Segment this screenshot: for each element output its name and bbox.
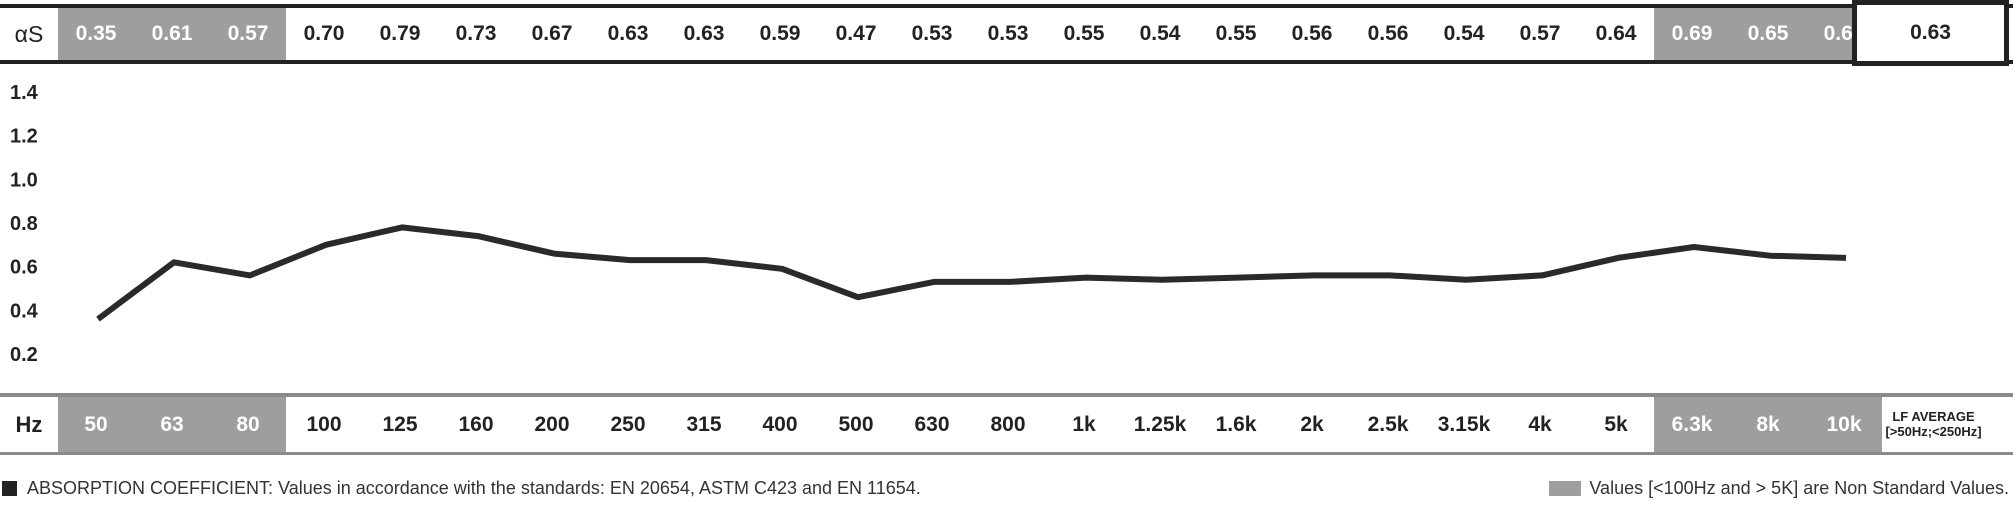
frequency-cell: 630: [914, 412, 950, 436]
absorption-value-cell: 0.53: [911, 22, 953, 45]
absorption-value-cell: 0.53: [987, 22, 1029, 45]
frequency-cell: 63: [134, 397, 210, 452]
frequency-cell: 400: [762, 412, 798, 436]
frequency-cell: 1.6k: [1215, 412, 1257, 436]
absorption-value-cell: 0.70: [303, 22, 345, 45]
dark-square-icon: [2, 481, 17, 496]
lf-average-label: LF AVERAGE [>50Hz;<250Hz]: [1856, 402, 2011, 448]
absorption-line: [96, 224, 1847, 322]
frequency-cell: 8k: [1730, 397, 1806, 452]
frequency-cell: 2.5k: [1367, 412, 1409, 436]
y-tick-label: 1.2: [10, 126, 38, 148]
y-tick-label: 0.4: [10, 300, 39, 322]
absorption-values-row: αS 0.35 0.61 0.57 0.70 0.79 0.73 0.67 0.63 0.63 0…: [0, 4, 2013, 64]
frequency-cell: 4k: [1528, 412, 1552, 436]
absorption-value-cell: 0.67: [531, 22, 573, 45]
y-tick-label: 0.2: [10, 344, 38, 366]
frequency-cell: 3.15k: [1437, 412, 1491, 436]
absorption-value-cell: 0.57: [1519, 22, 1561, 45]
frequency-cell: 80: [210, 397, 286, 452]
frequency-cell: 800: [990, 412, 1026, 436]
absorption-value-cell: 0.56: [1367, 22, 1409, 45]
frequency-cell: 315: [686, 412, 722, 436]
gray-swatch-icon: [1549, 481, 1582, 496]
frequency-cell: 100: [306, 412, 342, 436]
frequency-row: Hz 50 63 80 100 125 160 200 250 315 400 500 630 800 1…: [0, 393, 2013, 455]
absorption-value-cell: 0.55: [1215, 22, 1257, 45]
y-tick-label: 0.8: [10, 213, 38, 235]
frequency-cell: 2k: [1300, 412, 1324, 436]
frequency-values: 50 63 80 100 125 160 200 250 315 400 500 630 800 1k 1.…: [58, 397, 1882, 452]
frequency-cell: 500: [838, 412, 874, 436]
absorption-value-cell: 0.73: [455, 22, 497, 45]
y-tick-label: 0.6: [10, 257, 38, 279]
y-tick-label: 1.0: [10, 169, 38, 191]
frequency-cell: 1k: [1072, 412, 1096, 436]
absorption-value-cell: 0.61: [134, 8, 210, 60]
hz-label: Hz: [15, 411, 43, 437]
absorption-value-cell: 0.55: [1063, 22, 1105, 45]
y-tick-label: 1.4: [10, 82, 39, 104]
frequency-cell: 250: [610, 412, 646, 436]
absorption-value-cell: 0.54: [1443, 22, 1485, 45]
frequency-cell: 5k: [1604, 412, 1628, 436]
absorption-value-cell: 0.59: [759, 22, 801, 45]
frequency-cell: 50: [58, 397, 134, 452]
lf-average-label-line1: LF AVERAGE: [1892, 409, 1975, 425]
frequency-cell: 200: [534, 412, 570, 436]
absorption-value-cell: 0.54: [1139, 22, 1181, 45]
absorption-chart: 1.4 1.2 1.0 0.8 0.6 0.4 0.2: [10, 82, 1847, 366]
frequency-cell: 10k: [1806, 397, 1882, 452]
footer-non-standard-note: Values [<100Hz and > 5K] are Non Standar…: [1549, 478, 2009, 499]
absorption-value-cell: 0.35: [58, 8, 134, 60]
absorption-value-cell: 0.69: [1654, 8, 1730, 60]
frequency-cell: 1.25k: [1133, 412, 1187, 436]
lf-average-value: 0.63: [1852, 0, 2009, 66]
lf-average-label-line2: [>50Hz;<250Hz]: [1885, 424, 1982, 439]
frequency-cell: 6.3k: [1654, 397, 1730, 452]
absorption-value-cell: 0.79: [379, 22, 421, 45]
absorption-value-cell: 0.65: [1730, 8, 1806, 60]
absorption-value-cell: 0.63: [607, 22, 649, 45]
footer-standards-note: ABSORPTION COEFFICIENT: Values in accord…: [2, 478, 921, 499]
absorption-value-cell: 0.57: [210, 8, 286, 60]
absorption-values: 0.35 0.61 0.57 0.70 0.79 0.73 0.67 0.63 0.63 0.59…: [58, 8, 1882, 60]
alpha-s-label: αS: [14, 20, 44, 47]
absorption-value-cell: 0.47: [835, 22, 877, 45]
frequency-cell: 125: [382, 412, 418, 436]
absorption-value-cell: 0.56: [1291, 22, 1333, 45]
footer-left-text: ABSORPTION COEFFICIENT: Values in accord…: [27, 478, 921, 498]
absorption-value-cell: 0.63: [683, 22, 725, 45]
absorption-value-cell: 0.64: [1595, 22, 1637, 45]
frequency-cell: 160: [458, 412, 494, 436]
footer-right-text: Values [<100Hz and > 5K] are Non Standar…: [1589, 478, 2009, 498]
